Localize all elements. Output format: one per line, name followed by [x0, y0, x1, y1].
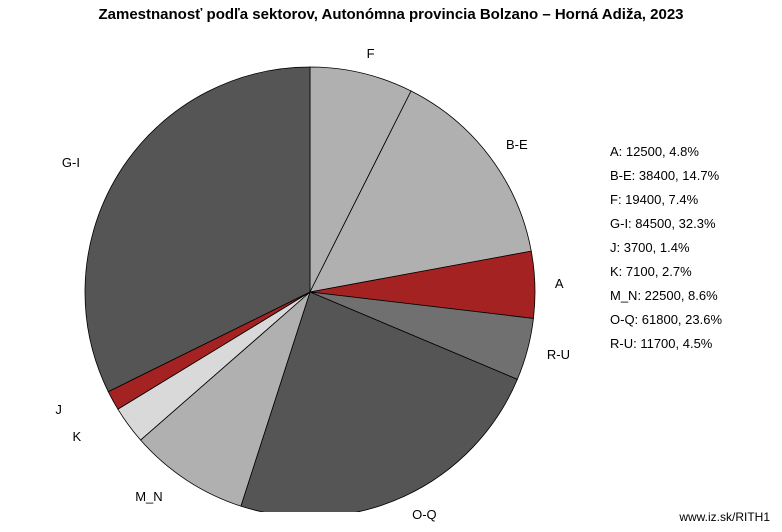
legend-item-O-Q: O-Q: 61800, 23.6%	[610, 308, 770, 332]
pie-chart: FB-EAR-UO-QM_NKJG-I	[0, 32, 620, 512]
legend-item-K: K: 7100, 2.7%	[610, 260, 770, 284]
slice-label-G-I: G-I	[62, 155, 80, 170]
legend-item-R-U: R-U: 11700, 4.5%	[610, 332, 770, 356]
legend-item-F: F: 19400, 7.4%	[610, 188, 770, 212]
slice-label-J: J	[55, 402, 62, 417]
legend-item-B-E: B-E: 38400, 14.7%	[610, 164, 770, 188]
legend: A: 12500, 4.8%B-E: 38400, 14.7%F: 19400,…	[610, 140, 770, 356]
slice-label-A: A	[555, 276, 564, 291]
slice-label-F: F	[367, 46, 375, 61]
legend-item-M_N: M_N: 22500, 8.6%	[610, 284, 770, 308]
chart-title: Zamestnanosť podľa sektorov, Autonómna p…	[0, 6, 782, 23]
slice-label-K: K	[72, 429, 81, 444]
legend-item-J: J: 3700, 1.4%	[610, 236, 770, 260]
source-link[interactable]: www.iz.sk/RITH1	[679, 510, 770, 524]
slice-label-R-U: R-U	[547, 347, 570, 362]
legend-item-G-I: G-I: 84500, 32.3%	[610, 212, 770, 236]
slice-label-B-E: B-E	[506, 137, 528, 152]
slice-label-O-Q: O-Q	[412, 507, 437, 522]
slice-label-M_N: M_N	[135, 489, 162, 504]
legend-item-A: A: 12500, 4.8%	[610, 140, 770, 164]
